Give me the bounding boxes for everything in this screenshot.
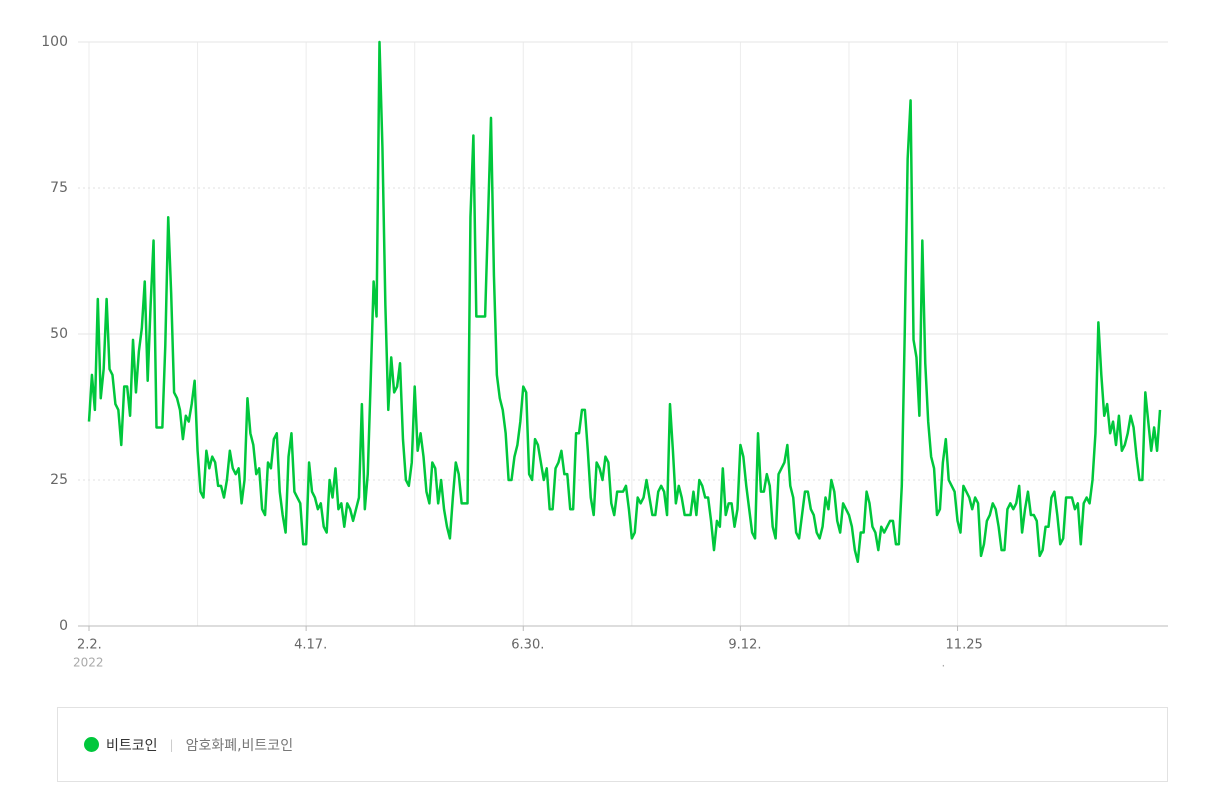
legend-label: 비트코인 xyxy=(106,737,158,754)
legend: 비트코인 | 암호화폐,비트코인 xyxy=(57,707,1168,782)
x-tick-label: 4.17. xyxy=(294,638,327,653)
x-tick-label: 11.25 xyxy=(946,638,983,653)
legend-swatch xyxy=(84,737,99,752)
legend-keywords: 암호화폐,비트코인 xyxy=(185,737,294,754)
y-tick-label: 100 xyxy=(41,34,68,50)
chart: 0 25 50 75 100 2.2. 2022 4.17. 6.30. 9.12. 11.25. xyxy=(41,34,1168,670)
data-line xyxy=(87,40,1162,564)
y-tick-label: 50 xyxy=(50,326,68,342)
x-tick-label: 9.12. xyxy=(728,638,761,653)
x-tick-label: 6.30. xyxy=(511,638,544,653)
x-tick-sublabel: . xyxy=(942,656,946,670)
x-tick-sublabel: 2022 xyxy=(73,656,104,670)
separator: | xyxy=(169,737,174,752)
y-tick-label: 0 xyxy=(59,618,68,634)
y-tick-label: 75 xyxy=(50,180,68,196)
x-tick-label: 2.2. xyxy=(77,638,102,653)
y-tick-label: 25 xyxy=(50,472,68,488)
